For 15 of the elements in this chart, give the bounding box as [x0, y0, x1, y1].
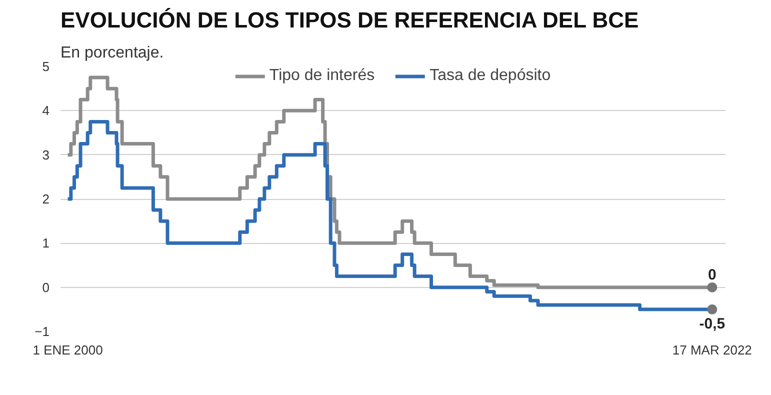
y-tick-label: 0	[42, 280, 50, 295]
x-tick-label: 1 ENE 2000	[32, 342, 103, 358]
annotation: 0	[708, 266, 716, 284]
annotation: -0,5	[699, 315, 726, 332]
chart-title: EVOLUCIÓN DE LOS TIPOS DE REFERENCIA DEL BCE	[60, 8, 639, 32]
y-tick-label: 5	[42, 59, 50, 74]
y-tick-label: −1	[34, 324, 50, 339]
y-tick-label: 4	[42, 103, 50, 118]
y-tick-label: 1	[42, 236, 50, 251]
y-tick-label: 2	[42, 192, 50, 206]
legend-label: Tipo de interés	[269, 67, 375, 85]
y-tick-label: 3	[42, 147, 50, 162]
legend-label: Tasa de depósito	[430, 67, 551, 85]
chart-subtitle: En porcentaje.	[60, 44, 164, 62]
x-tick-label: 17 MAR 2022	[672, 342, 752, 358]
